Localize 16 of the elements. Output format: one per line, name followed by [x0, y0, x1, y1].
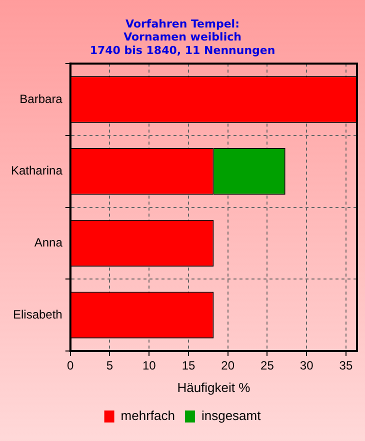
- x-tick-label: 0: [67, 358, 74, 373]
- legend-label: insgesamt: [201, 408, 262, 424]
- x-tick-label: 15: [182, 358, 196, 373]
- x-tick-label: 10: [142, 358, 156, 373]
- x-tick-label: 25: [260, 358, 274, 373]
- x-tick-label: 20: [221, 358, 235, 373]
- legend-label: mehrfach: [120, 408, 175, 424]
- x-tick-label: 30: [300, 358, 314, 373]
- x-tick-label: 5: [106, 358, 114, 373]
- y-tick-label: Elisabeth: [12, 307, 62, 322]
- x-axis-title: Häufigkeit %: [177, 380, 251, 395]
- y-tick-label: Barbara: [20, 92, 63, 106]
- x-tick-label: 35: [339, 358, 353, 373]
- y-tick-label: Katharina: [10, 164, 63, 178]
- chart-title: Vorfahren Tempel: Vornamen weiblich 1740 bis 1840, 11 Nennungen: [90, 17, 276, 57]
- y-tick-label: Anna: [34, 236, 63, 250]
